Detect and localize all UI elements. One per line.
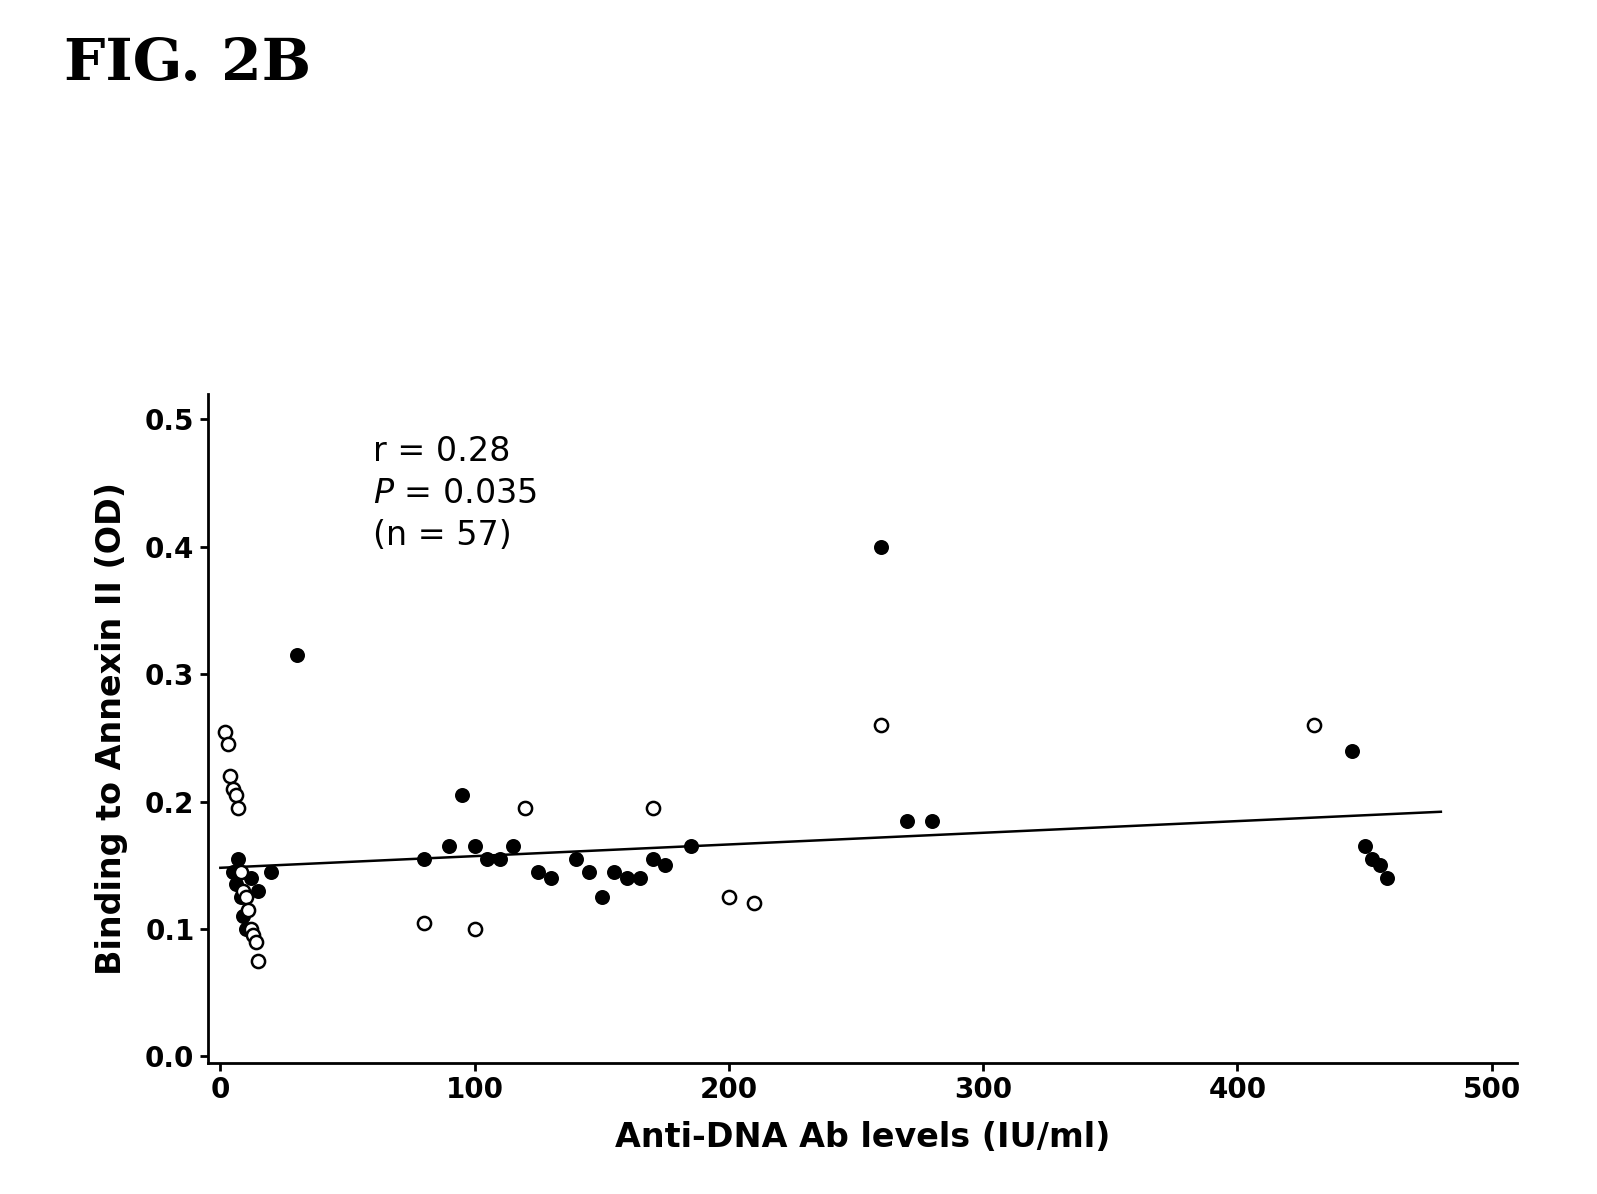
Point: [538, 868, 564, 887]
Point: [230, 881, 256, 900]
Point: [474, 849, 500, 868]
Point: [1302, 715, 1327, 734]
X-axis label: Anti-DNA Ab levels (IU/ml): Anti-DNA Ab levels (IU/ml): [615, 1120, 1110, 1153]
Point: [410, 913, 436, 933]
Text: r = 0.28: r = 0.28: [372, 435, 511, 468]
Point: [513, 799, 538, 818]
Point: [228, 862, 254, 881]
Point: [1375, 868, 1401, 887]
Text: FIG. 2B: FIG. 2B: [64, 36, 311, 92]
Point: [615, 868, 640, 887]
Point: [259, 862, 284, 881]
Point: [225, 799, 251, 818]
Point: [228, 887, 254, 906]
Point: [462, 837, 487, 856]
Point: [628, 868, 653, 887]
Point: [217, 767, 243, 786]
Point: [224, 875, 249, 894]
Point: [715, 887, 741, 906]
Point: [1367, 856, 1393, 875]
Point: [564, 849, 589, 868]
Point: [243, 933, 268, 952]
Point: [246, 881, 271, 900]
Point: [233, 887, 259, 906]
Point: [894, 811, 920, 830]
Point: [238, 919, 264, 938]
Point: [1351, 837, 1377, 856]
Point: [230, 906, 256, 925]
Point: [602, 862, 628, 881]
Point: [589, 887, 615, 906]
Point: [679, 837, 704, 856]
Point: [220, 780, 246, 799]
Point: [640, 849, 666, 868]
Point: [235, 900, 260, 919]
Text: $\it{P}$ = 0.035: $\it{P}$ = 0.035: [372, 476, 537, 510]
Point: [284, 646, 310, 665]
Point: [238, 868, 264, 887]
Y-axis label: Binding to Annexin II (OD): Binding to Annexin II (OD): [96, 482, 128, 974]
Point: [436, 837, 462, 856]
Point: [1359, 849, 1385, 868]
Point: [216, 734, 241, 753]
Point: [462, 919, 487, 938]
Point: [1340, 741, 1365, 761]
Point: [869, 537, 894, 556]
Point: [640, 799, 666, 818]
Point: [577, 862, 602, 881]
Point: [246, 952, 271, 971]
Point: [869, 715, 894, 734]
Point: [500, 837, 525, 856]
Point: [741, 894, 767, 913]
Point: [220, 862, 246, 881]
Point: [920, 811, 945, 830]
Point: [449, 786, 474, 805]
Point: [241, 925, 267, 944]
Point: [653, 856, 679, 875]
Text: (n = 57): (n = 57): [372, 519, 511, 552]
Point: [224, 786, 249, 805]
Point: [233, 919, 259, 938]
Point: [225, 849, 251, 868]
Point: [212, 722, 238, 741]
Point: [513, 799, 538, 818]
Point: [525, 862, 551, 881]
Point: [410, 849, 436, 868]
Point: [487, 849, 513, 868]
